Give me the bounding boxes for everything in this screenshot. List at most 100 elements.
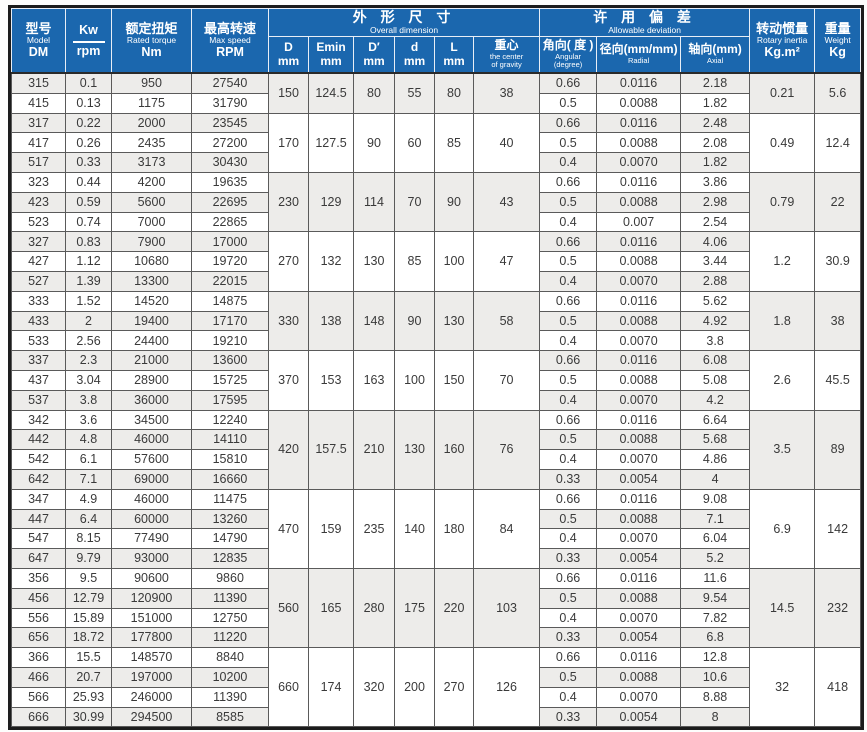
cell-model: 315 [11,71,66,94]
dim-dsmall-unit: mm [403,53,426,68]
cell-kw: 2.56 [65,330,112,352]
cell-speed: 12835 [191,548,269,569]
cell-dim-d: 175 [394,567,435,649]
cell-speed: 8585 [191,706,269,728]
cell-center-of-gravity: 70 [472,350,541,411]
cell-speed: 11390 [191,686,269,708]
cell-torque: 57600 [111,449,192,470]
table-row: 356 9.5 90600 9860 560 165 280 175 220 103 0.66 0.0… [11,567,862,649]
cell-model: 342 [11,409,66,431]
cell-weight: 5.6 [814,71,862,114]
cell-rotary-inertia: 1.8 [749,290,816,352]
cell-torque: 148570 [111,647,192,668]
cell-dim-D: 150 [268,71,309,114]
cell-kw: 7.1 [65,468,112,490]
cell-center-of-gravity: 126 [472,647,541,728]
col-header-D-prime: D′ mm [353,36,395,74]
cell-angular: 0.4 [539,607,598,629]
cell-torque: 13300 [111,270,192,292]
cell-model: 437 [11,369,66,391]
cell-model: 523 [11,211,66,233]
cell-dim-D: 230 [268,171,309,233]
cell-torque: 10680 [111,251,192,272]
cell-rotary-inertia: 6.9 [749,488,816,569]
cell-angular: 0.66 [539,409,598,431]
cell-axial: 6.04 [680,528,751,550]
cell-kw: 15.89 [65,607,112,629]
inertia-header-zh: 转动惯量 [756,20,809,36]
table-row: 666 30.99 294500 8585 0.33 0.0054 8 [11,706,861,728]
cell-axial: 2.88 [680,270,751,292]
kw-label: Kw [79,23,98,38]
cell-dim-d: 85 [394,231,435,292]
cell-model: 366 [11,647,66,668]
cell-kw: 1.52 [65,290,112,312]
dim-dsmall-label: d [410,39,419,54]
cell-kw: 1.12 [65,251,112,272]
cell-kw: 6.4 [65,508,112,530]
cell-axial: 3.44 [680,251,751,272]
cell-radial: 0.0116 [596,409,682,431]
cell-model: 347 [11,488,66,510]
col-header-weight: 重量 Weight Kg [814,8,862,74]
cell-speed: 17000 [191,231,269,253]
cell-weight: 45.5 [814,350,862,411]
table-row: 656 18.72 177800 11220 0.33 0.0054 6.8 [11,627,861,649]
cell-speed: 22865 [191,211,269,233]
cell-angular: 0.5 [539,92,598,114]
cell-speed: 22695 [191,191,269,213]
cell-angular: 0.33 [539,548,598,569]
cell-kw: 4.9 [65,488,112,510]
cell-axial: 6.64 [680,409,751,431]
cell-torque: 151000 [111,607,192,629]
table-row: 556 15.89 151000 12750 0.4 0.0070 7.82 [11,607,861,629]
cell-radial: 0.0054 [596,468,682,490]
cell-kw: 0.44 [65,171,112,193]
cell-rotary-inertia: 0.49 [749,112,816,173]
cell-angular: 0.66 [539,71,598,94]
table-row: 347 4.9 46000 11475 470 159 235 140 180 84 0.66 0.0… [11,488,862,569]
cell-torque: 21000 [111,350,192,371]
cell-rotary-inertia: 1.2 [749,231,816,292]
cell-radial: 0.0054 [596,548,682,569]
cell-kw: 2 [65,310,112,332]
cell-model: 656 [11,627,66,649]
cell-dim-D: 470 [268,488,309,569]
cell-axial: 5.68 [680,429,751,451]
cell-model: 566 [11,686,66,708]
cell-angular: 0.5 [539,191,598,213]
cell-kw: 0.83 [65,231,112,253]
cell-axial: 4.2 [680,389,751,411]
inertia-header-unit: Kg.m² [764,45,800,60]
radial-label-en: Radial [627,56,650,66]
cell-model: 337 [11,350,66,371]
model-header-en: Model [26,35,51,46]
cell-radial: 0.0116 [596,112,682,134]
cell-radial: 0.0116 [596,71,682,94]
cell-dim-Dprime: 130 [353,231,395,292]
deviation-header-en: Allowable deviation [608,24,681,35]
cell-weight: 142 [814,488,862,569]
cell-axial: 9.08 [680,488,751,510]
cell-radial: 0.0088 [596,429,682,451]
torque-header-zh: 额定扭矩 [125,20,178,36]
cell-angular: 0.4 [539,270,598,292]
cell-weight: 38 [814,290,862,352]
cell-axial: 2.08 [680,132,751,154]
cell-torque: 294500 [111,706,192,728]
cell-kw: 2.3 [65,350,112,371]
cell-dim-Emin: 153 [308,350,354,411]
cell-angular: 0.66 [539,350,598,371]
table-body: 315 0.1 950 27540 150 124.5 80 55 80 38 0.66 0.0116… [11,71,862,728]
cg-label-en1: the center [489,52,524,62]
cell-kw: 0.26 [65,132,112,154]
cell-rotary-inertia: 3.5 [749,409,816,490]
cell-torque: 177800 [111,627,192,649]
cell-angular: 0.5 [539,666,598,688]
cell-rotary-inertia: 14.5 [749,567,816,649]
cell-angular: 0.33 [539,468,598,490]
rpm-label: rpm [76,43,101,58]
cell-kw: 9.79 [65,548,112,569]
speed-header-en: Max speed [209,35,251,46]
cell-kw: 12.79 [65,587,112,609]
